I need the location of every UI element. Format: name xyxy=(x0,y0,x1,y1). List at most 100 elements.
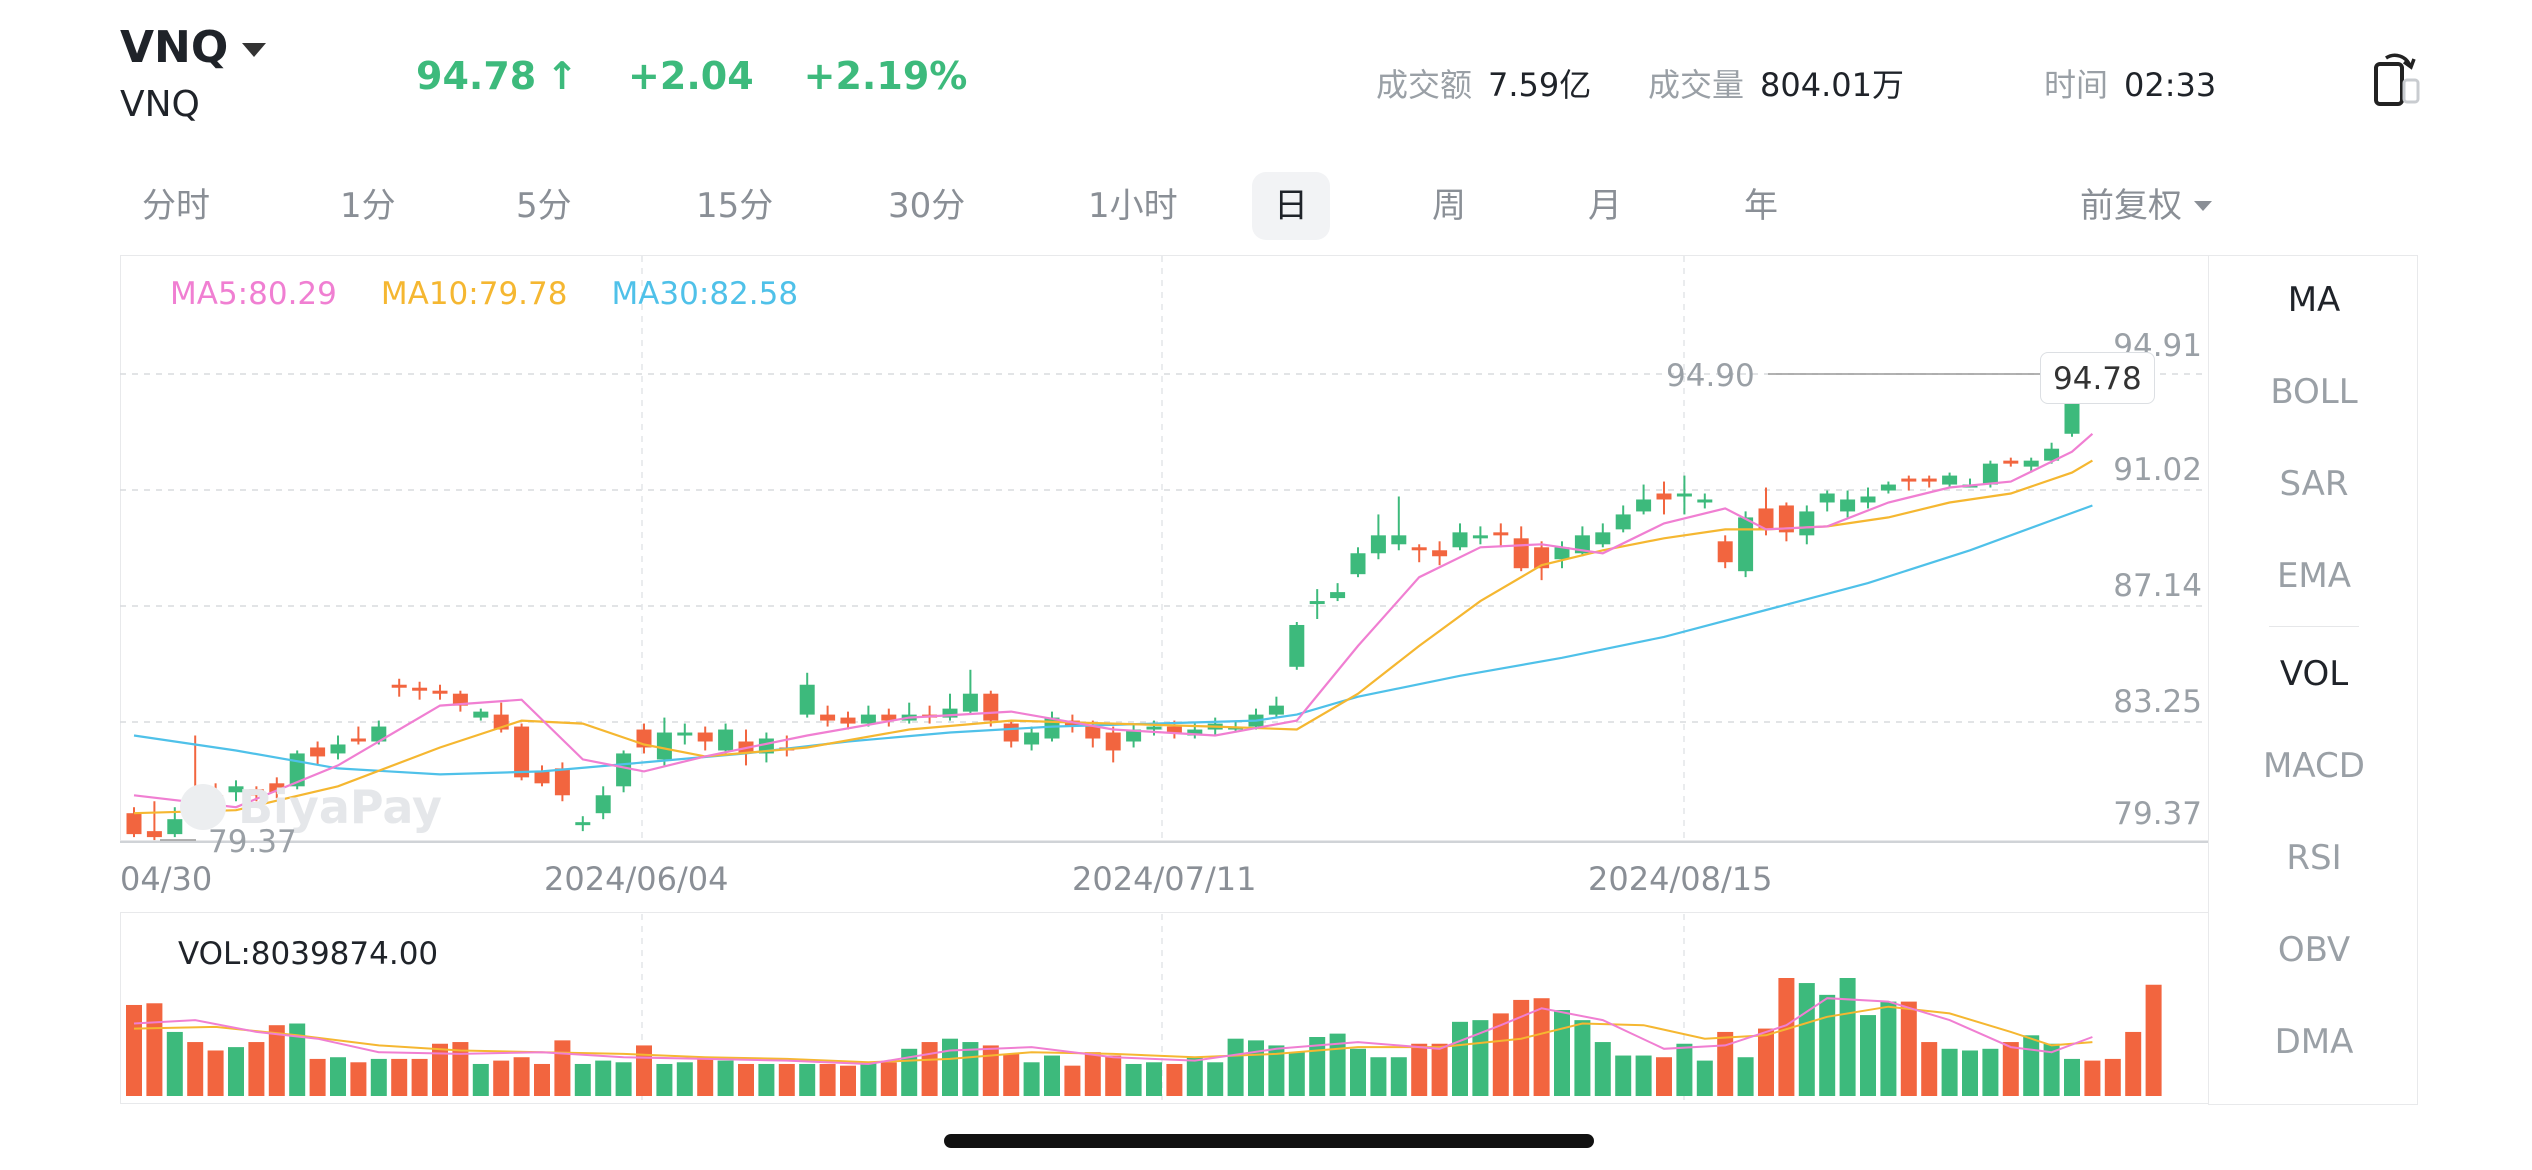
candle-body xyxy=(1982,463,1998,485)
tab-period[interactable]: 周 xyxy=(1432,186,1466,226)
candle-body xyxy=(1901,478,1917,482)
volume-bar xyxy=(1044,1055,1060,1096)
candle-body xyxy=(1126,729,1142,742)
candle-body xyxy=(1411,547,1427,551)
candle-body xyxy=(1534,547,1550,569)
time-value: 02:33 xyxy=(2124,66,2217,104)
volume-bar xyxy=(513,1057,530,1096)
candle-body xyxy=(248,789,264,796)
indicator-rsi[interactable]: RSI xyxy=(2286,838,2342,878)
volume-bar xyxy=(1962,1050,1978,1096)
volume-bar xyxy=(840,1065,856,1096)
candle-body xyxy=(1860,496,1876,503)
volume-bar xyxy=(1676,1043,1693,1096)
tab-period[interactable]: 5分 xyxy=(516,186,572,226)
candle-body xyxy=(1268,705,1284,715)
candle-body xyxy=(697,732,713,742)
candle-body xyxy=(1840,499,1856,512)
candle-body xyxy=(146,831,162,838)
volume-bar xyxy=(452,1042,469,1096)
indicator-obv[interactable]: OBV xyxy=(2277,930,2351,970)
price-chart-panel[interactable] xyxy=(120,255,2208,841)
volume-bar xyxy=(166,1031,183,1096)
tab-period[interactable]: 1小时 xyxy=(1088,186,1178,226)
indicator-panel: MA BOLL SAR EMA VOL MACD RSI OBV DMA xyxy=(2208,255,2418,1105)
price-axis-label: 87.14 xyxy=(2113,568,2202,604)
volume-bar xyxy=(1758,1028,1774,1096)
candle-body xyxy=(1595,532,1611,545)
indicator-vol[interactable]: VOL xyxy=(2279,654,2349,694)
volume-bar xyxy=(1186,1057,1203,1096)
caret-down-icon[interactable] xyxy=(242,42,267,57)
date-axis-label: 04/30 xyxy=(120,860,213,898)
ma5-line xyxy=(133,432,2094,809)
candle-body xyxy=(1289,624,1305,667)
volume-bar xyxy=(2002,1042,2019,1096)
tab-period[interactable]: 年 xyxy=(1744,186,1778,226)
candle-body xyxy=(350,738,366,742)
volume-bar xyxy=(1554,1010,1570,1096)
ma10-legend: MA10:79.78 xyxy=(380,276,568,312)
vol-ma5-line xyxy=(133,997,2093,1066)
biyapay-logo-icon xyxy=(180,784,226,830)
volume-bar xyxy=(268,1025,285,1096)
symbol-selector[interactable]: VNQ xyxy=(120,22,267,73)
volume-bar xyxy=(819,1063,836,1096)
candle-body xyxy=(1187,729,1203,736)
candle-body xyxy=(962,693,978,712)
volume-bar xyxy=(1921,1042,1938,1096)
tab-period[interactable]: 1分 xyxy=(340,186,396,226)
volume-bar xyxy=(615,1062,632,1096)
tab-period[interactable]: 15分 xyxy=(696,186,774,226)
candle-body xyxy=(575,822,591,826)
indicator-sar[interactable]: SAR xyxy=(2279,464,2349,504)
candle-body xyxy=(677,732,693,736)
volume-bar xyxy=(717,1060,734,1096)
candle-body xyxy=(1350,553,1366,575)
candle-body xyxy=(126,813,142,835)
indicator-macd[interactable]: MACD xyxy=(2263,746,2365,786)
candle-body xyxy=(432,690,448,694)
candle-body xyxy=(820,714,836,721)
volume-chart-panel[interactable] xyxy=(120,912,2208,1104)
volume-bar xyxy=(636,1045,652,1096)
candle-body xyxy=(1105,732,1121,751)
volume-bar xyxy=(1472,1020,1489,1096)
rotate-screen-icon[interactable] xyxy=(2372,48,2422,108)
volume-bar xyxy=(187,1042,204,1096)
candle-body xyxy=(1615,514,1631,530)
volume-bar xyxy=(146,1003,163,1096)
candle-body xyxy=(1391,535,1407,545)
volume-bar xyxy=(1390,1057,1407,1096)
candle-body xyxy=(1330,592,1346,599)
volume-bar xyxy=(207,1050,224,1096)
candle-body xyxy=(860,714,876,724)
indicator-dma[interactable]: DMA xyxy=(2274,1022,2354,1062)
tab-period[interactable]: 日 xyxy=(1252,172,1330,240)
candle-body xyxy=(1432,550,1448,557)
indicator-ema[interactable]: EMA xyxy=(2276,556,2352,596)
volume-bar xyxy=(1023,1062,1040,1096)
tab-period[interactable]: 分时 xyxy=(142,186,210,226)
ma30-line xyxy=(133,504,2093,776)
ma-legend: MA5:80.29 MA10:79.78 MA30:82.58 xyxy=(170,276,798,312)
volume-bar xyxy=(1492,1013,1509,1096)
candle-body xyxy=(1799,511,1815,536)
ma30-legend: MA30:82.58 xyxy=(611,276,799,312)
time-label: 时间 xyxy=(2044,66,2109,104)
indicator-boll[interactable]: BOLL xyxy=(2270,372,2358,412)
volume-bar xyxy=(289,1023,306,1096)
tab-period[interactable]: 30分 xyxy=(888,186,966,226)
volume-bar xyxy=(1166,1063,1183,1096)
candle-body xyxy=(554,768,570,796)
tab-period[interactable]: 月 xyxy=(1588,186,1622,226)
home-indicator[interactable] xyxy=(944,1134,1594,1148)
candle-body xyxy=(1493,532,1509,536)
adjust-label: 前复权 xyxy=(2080,186,2182,226)
volume-bar xyxy=(1778,978,1795,1096)
volume-bar xyxy=(1635,1055,1652,1096)
candle-body xyxy=(1064,720,1080,727)
candle-body xyxy=(1880,484,1896,491)
adjust-selector[interactable]: 前复权 xyxy=(2080,172,2212,240)
indicator-ma[interactable]: MA xyxy=(2287,280,2341,320)
